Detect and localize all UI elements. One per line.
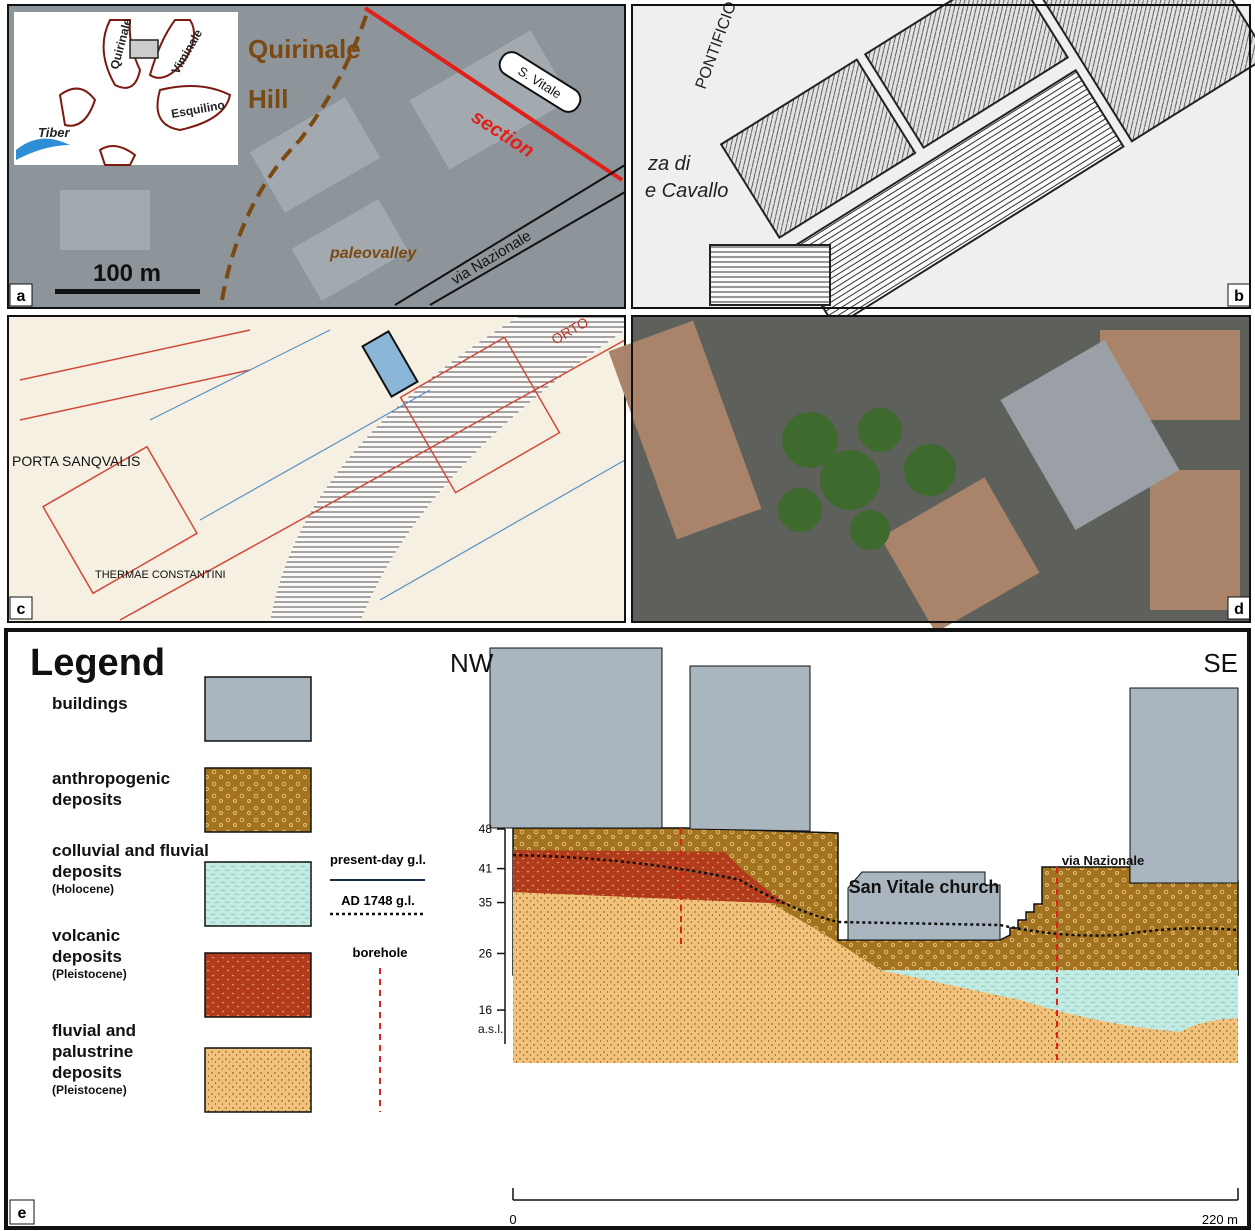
building (1129, 687, 1239, 884)
church-plan (361, 330, 419, 398)
panel-letter: e (18, 1205, 27, 1222)
scale-label: 100 m (93, 260, 161, 287)
church-building (847, 871, 1001, 941)
legend-label: anthropogenic deposits (52, 768, 192, 810)
legend-title: Legend (30, 642, 165, 684)
map-text: za di (647, 153, 691, 175)
section-line (363, 6, 624, 182)
church-marker (498, 51, 582, 113)
legend-swatch (204, 861, 312, 927)
map-text: THERMAE CONSTANTINI (95, 569, 226, 581)
panel-tag (9, 283, 33, 307)
map-text: PORTA SANQVALIS (12, 453, 140, 469)
street-edge (429, 191, 626, 306)
inset-label: Tiber (38, 125, 70, 140)
study-area (129, 39, 159, 59)
building (689, 665, 811, 832)
panel-border (631, 315, 1251, 623)
church-label: San Vitale church (849, 877, 1000, 897)
city-blocks (60, 30, 571, 301)
legend-label: fluvial and palustrine deposits (Pleistoc… (52, 1020, 192, 1098)
legend-name: buildings (52, 694, 128, 713)
x-tick-label: 0 (509, 1212, 516, 1227)
panel-letter: a (17, 288, 26, 305)
legend-swatch (204, 767, 312, 833)
hill-label: Quirinale (248, 34, 361, 64)
y-tick-label: 41 (479, 862, 493, 876)
paleovalley-edge (220, 9, 370, 301)
panel-tag (9, 596, 33, 620)
x-tick-label: 220 m (1202, 1212, 1238, 1227)
panel-e: Legend San Vitale church NW SE a.s.l. pr… (4, 628, 1251, 1230)
ad1748-ground-level (512, 853, 1239, 937)
legend-swatch (204, 952, 312, 1018)
street-edge (394, 164, 626, 306)
legend-line-label: AD 1748 g.l. (341, 893, 415, 908)
legend-swatch (204, 676, 312, 742)
red-plans (19, 329, 626, 621)
street-label: via Nazionale (1061, 853, 1145, 868)
tiber-river (16, 138, 70, 160)
legend-swatch (204, 1047, 312, 1113)
legend-label: buildings (52, 693, 192, 714)
panel-border (7, 315, 626, 623)
y-tick-label: 48 (479, 822, 493, 836)
trees (778, 408, 956, 550)
panel-c: PORTA SANQVALIS THERMAE CONSTANTINI ORTO… (7, 314, 626, 623)
paleovalley-label: paleovalley (329, 245, 417, 262)
panel-border (7, 4, 626, 309)
direction-label: SE (1203, 648, 1238, 678)
legend-name: fluvial and palustrine deposits (52, 1021, 137, 1082)
blue-plans (149, 329, 626, 601)
legend-name: anthropogenic deposits (52, 769, 171, 809)
building (489, 647, 663, 829)
legend-label: colluvial and fluvial deposits (Holocene) (52, 840, 212, 897)
panel-d: d (608, 315, 1251, 633)
legend-note: (Pleistocene) (52, 1083, 127, 1097)
legend-note: (Pleistocene) (52, 967, 127, 981)
legend-name: volcanic deposits (52, 926, 122, 966)
legend-name: colluvial and fluvial deposits (52, 841, 209, 881)
hill-label: Hill (248, 84, 288, 114)
y-tick-label: 16 (479, 1003, 493, 1017)
legend-label: volcanic deposits (Pleistocene) (52, 925, 192, 982)
panel-border (631, 4, 1251, 309)
fluvial-palustrine-layer (513, 892, 1238, 1063)
y-tick-label: 35 (479, 896, 493, 910)
panel-letter: b (1234, 288, 1244, 305)
legend-line-label: present-day g.l. (330, 852, 426, 867)
volcanic-layer (513, 850, 790, 905)
panel-tag (9, 1199, 35, 1225)
panel-letter: d (1234, 601, 1244, 618)
axis-unit: a.s.l. (478, 1022, 503, 1036)
y-tick-label: 26 (479, 946, 493, 960)
direction-label: NW (450, 648, 494, 678)
legend-line-label: borehole (353, 945, 408, 960)
legend-note: (Holocene) (52, 882, 115, 896)
rooftops (608, 320, 1240, 633)
engraved-blocks (719, 0, 1255, 329)
panel-b: PONTIFICIO za di e Cavallo b (631, 0, 1255, 329)
panel-a: Quirinale Viminale Esquilino Tiber S. Vi… (7, 4, 626, 309)
engraved-garden (709, 244, 831, 306)
panel-letter: c (17, 601, 26, 618)
scale-bar (55, 289, 200, 294)
colluvial-layer (880, 970, 1238, 1032)
modern-building (1000, 340, 1180, 530)
map-text: e Cavallo (645, 180, 728, 202)
